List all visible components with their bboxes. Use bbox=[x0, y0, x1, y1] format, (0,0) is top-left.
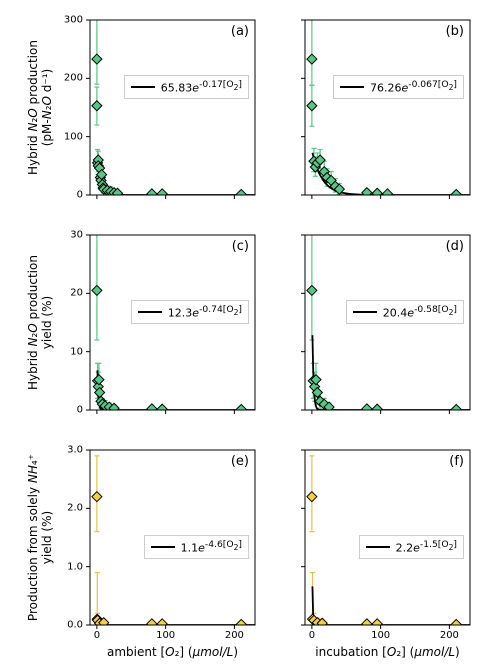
xtick-label: 0 bbox=[94, 630, 100, 641]
data-marker bbox=[362, 188, 372, 198]
fit-legend: 65.83e-0.17[O2] bbox=[124, 75, 249, 99]
data-marker bbox=[307, 54, 317, 64]
legend-line-icon bbox=[366, 546, 390, 548]
legend-line-icon bbox=[138, 311, 162, 313]
xtick-label: 100 bbox=[371, 630, 390, 641]
fit-equation: 1.1e-4.6[O2] bbox=[181, 539, 242, 555]
data-marker bbox=[236, 619, 246, 629]
legend-line-icon bbox=[340, 86, 364, 88]
panel-letter: (f) bbox=[449, 454, 464, 469]
data-marker bbox=[362, 404, 372, 414]
data-marker bbox=[451, 619, 461, 629]
xtick-label: 200 bbox=[440, 630, 459, 641]
panel-d: (d) 20.4e-0.58[O2] bbox=[305, 235, 470, 410]
data-marker bbox=[147, 619, 157, 629]
fit-legend: 2.2e-1.5[O2] bbox=[359, 535, 464, 559]
ytick-label: 300 bbox=[64, 15, 83, 26]
data-marker bbox=[383, 189, 393, 199]
data-marker bbox=[236, 189, 246, 199]
legend-line-icon bbox=[353, 311, 377, 313]
plot-area bbox=[305, 20, 470, 195]
panel-c: 0102030(c)12.3e-0.74[O2]Hybrid N₂O produ… bbox=[90, 235, 255, 410]
data-marker bbox=[92, 54, 102, 64]
ytick-label: 1.0 bbox=[67, 561, 83, 572]
data-marker bbox=[147, 404, 157, 414]
fit-legend: 76.26e-0.067[O2] bbox=[333, 75, 464, 99]
legend-line-icon bbox=[151, 546, 175, 548]
ylabel: Hybrid N₂O productionyield (%) bbox=[26, 235, 54, 410]
panel-e: 01002000.01.02.03.0(e)1.1e-4.6[O2]Produc… bbox=[90, 450, 255, 625]
panel-letter: (d) bbox=[446, 239, 464, 254]
panel-a: 0100200300(a)65.83e-0.17[O2]Hybrid N₂O p… bbox=[90, 20, 255, 195]
data-marker bbox=[362, 619, 372, 629]
ytick-label: 2.0 bbox=[67, 503, 83, 514]
fit-curve bbox=[97, 370, 255, 410]
data-marker bbox=[451, 404, 461, 414]
panel-letter: (b) bbox=[446, 24, 464, 39]
ytick-label: 100 bbox=[64, 131, 83, 142]
data-marker bbox=[92, 492, 102, 502]
legend-line-icon bbox=[131, 86, 155, 88]
fit-curve bbox=[312, 586, 470, 625]
ylabel: Hybrid N₂O production(pM-N₂O d⁻¹) bbox=[26, 20, 54, 195]
panel-letter: (c) bbox=[232, 239, 249, 254]
fit-equation: 20.4e-0.58[O2] bbox=[383, 304, 457, 320]
ytick-label: 0 bbox=[77, 405, 83, 416]
figure: 0100200300(a)65.83e-0.17[O2]Hybrid N₂O p… bbox=[0, 0, 500, 672]
ytick-label: 30 bbox=[70, 230, 83, 241]
fit-legend: 12.3e-0.74[O2] bbox=[131, 300, 249, 324]
xtick-label: 0 bbox=[309, 630, 315, 641]
xtick-label: 200 bbox=[225, 630, 244, 641]
data-marker bbox=[307, 101, 317, 111]
ytick-label: 0 bbox=[77, 190, 83, 201]
fit-legend: 1.1e-4.6[O2] bbox=[144, 535, 249, 559]
xlabel: incubation [O₂] (μmol/L) bbox=[305, 645, 470, 659]
ytick-label: 0.0 bbox=[67, 620, 83, 631]
data-marker bbox=[307, 492, 317, 502]
data-marker bbox=[451, 189, 461, 199]
fit-legend: 20.4e-0.58[O2] bbox=[346, 300, 464, 324]
ytick-label: 200 bbox=[64, 73, 83, 84]
fit-curve bbox=[97, 161, 255, 195]
data-marker bbox=[147, 189, 157, 199]
fit-equation: 2.2e-1.5[O2] bbox=[396, 539, 457, 555]
data-marker bbox=[92, 101, 102, 111]
panel-letter: (a) bbox=[231, 24, 249, 39]
ylabel: Production from solely NH₄⁺yield (%) bbox=[26, 450, 54, 625]
data-marker bbox=[236, 404, 246, 414]
xlabel: ambient [O₂] (μmol/L) bbox=[90, 645, 255, 659]
fit-equation: 65.83e-0.17[O2] bbox=[161, 79, 242, 95]
panel-letter: (e) bbox=[231, 454, 249, 469]
xtick-label: 100 bbox=[156, 630, 175, 641]
ytick-label: 3.0 bbox=[67, 445, 83, 456]
plot-area bbox=[90, 20, 255, 195]
data-marker bbox=[92, 285, 102, 295]
fit-equation: 76.26e-0.067[O2] bbox=[370, 79, 457, 95]
panel-f: 0100200(f)2.2e-1.5[O2]incubation [O₂] (μ… bbox=[305, 450, 470, 625]
ytick-label: 10 bbox=[70, 346, 83, 357]
panel-b: (b) 76.26e-0.067[O2] bbox=[305, 20, 470, 195]
ytick-label: 20 bbox=[70, 288, 83, 299]
fit-equation: 12.3e-0.74[O2] bbox=[168, 304, 242, 320]
data-marker bbox=[307, 285, 317, 295]
fit-curve bbox=[312, 335, 470, 410]
